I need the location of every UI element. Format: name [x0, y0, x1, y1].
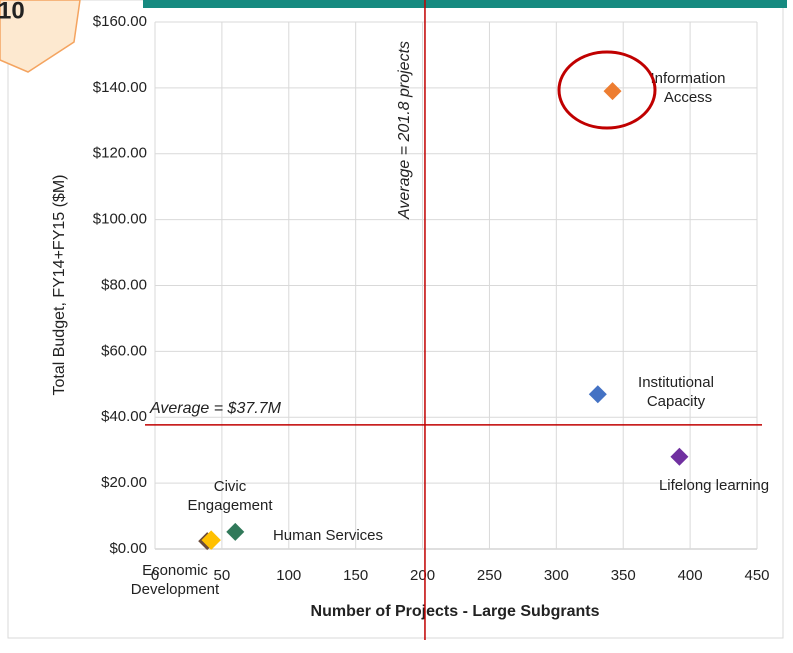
y-tick-label: $160.00	[93, 13, 147, 30]
x-tick-label: 450	[744, 567, 769, 584]
point-label-text: Economic Development	[130, 562, 220, 598]
point-label-text: Institutional Capacity	[638, 374, 714, 410]
x-tick-label: 200	[410, 567, 435, 584]
y-tick-label: $0.00	[109, 540, 147, 557]
point-label: Lifelong learning	[658, 477, 770, 494]
point-label: Economic Development	[130, 562, 220, 598]
point	[670, 447, 689, 466]
y-tick-label: $120.00	[93, 145, 147, 162]
x-tick-label: 350	[611, 567, 636, 584]
point-label-text: Information Access	[650, 70, 726, 106]
y-axis-label: Total Budget, FY14+FY15 ($M)	[51, 175, 68, 396]
x-tick-label: 50	[214, 567, 231, 584]
badge-shape	[0, 0, 81, 73]
point	[603, 82, 622, 101]
badge-text: 10	[0, 0, 25, 24]
y-tick-label: $20.00	[101, 474, 147, 491]
point-label: Information Access	[650, 70, 726, 106]
x-axis-label: Number of Projects - Large Subgrants	[311, 603, 600, 620]
point-label: Civic Engagement	[187, 478, 273, 514]
header-bar	[143, 0, 787, 8]
point-label: Human Services	[272, 527, 384, 544]
y-tick-label: $60.00	[101, 342, 147, 359]
point-label-text: Civic Engagement	[187, 478, 273, 514]
x-tick-label: 250	[477, 567, 502, 584]
point-label-text: Lifelong learning	[658, 477, 770, 494]
y-tick-label: $80.00	[101, 276, 147, 293]
point-label: Institutional Capacity	[638, 374, 714, 410]
highlight-circle	[557, 50, 657, 130]
x-tick-label: 300	[544, 567, 569, 584]
average-label: Average = 201.8 projects	[396, 41, 413, 220]
y-tick-label: $100.00	[93, 211, 147, 228]
average-label: Average = $37.7M	[149, 400, 282, 417]
y-tick-label: $140.00	[93, 79, 147, 96]
x-tick-label: 100	[276, 567, 301, 584]
point	[588, 385, 607, 404]
chart-frame	[7, 0, 784, 639]
x-tick-label: 0	[151, 567, 159, 584]
y-tick-label: $40.00	[101, 408, 147, 425]
point	[226, 522, 245, 541]
point-label-text: Human Services	[272, 527, 384, 544]
x-tick-label: 400	[678, 567, 703, 584]
x-tick-label: 150	[343, 567, 368, 584]
point	[201, 530, 221, 550]
